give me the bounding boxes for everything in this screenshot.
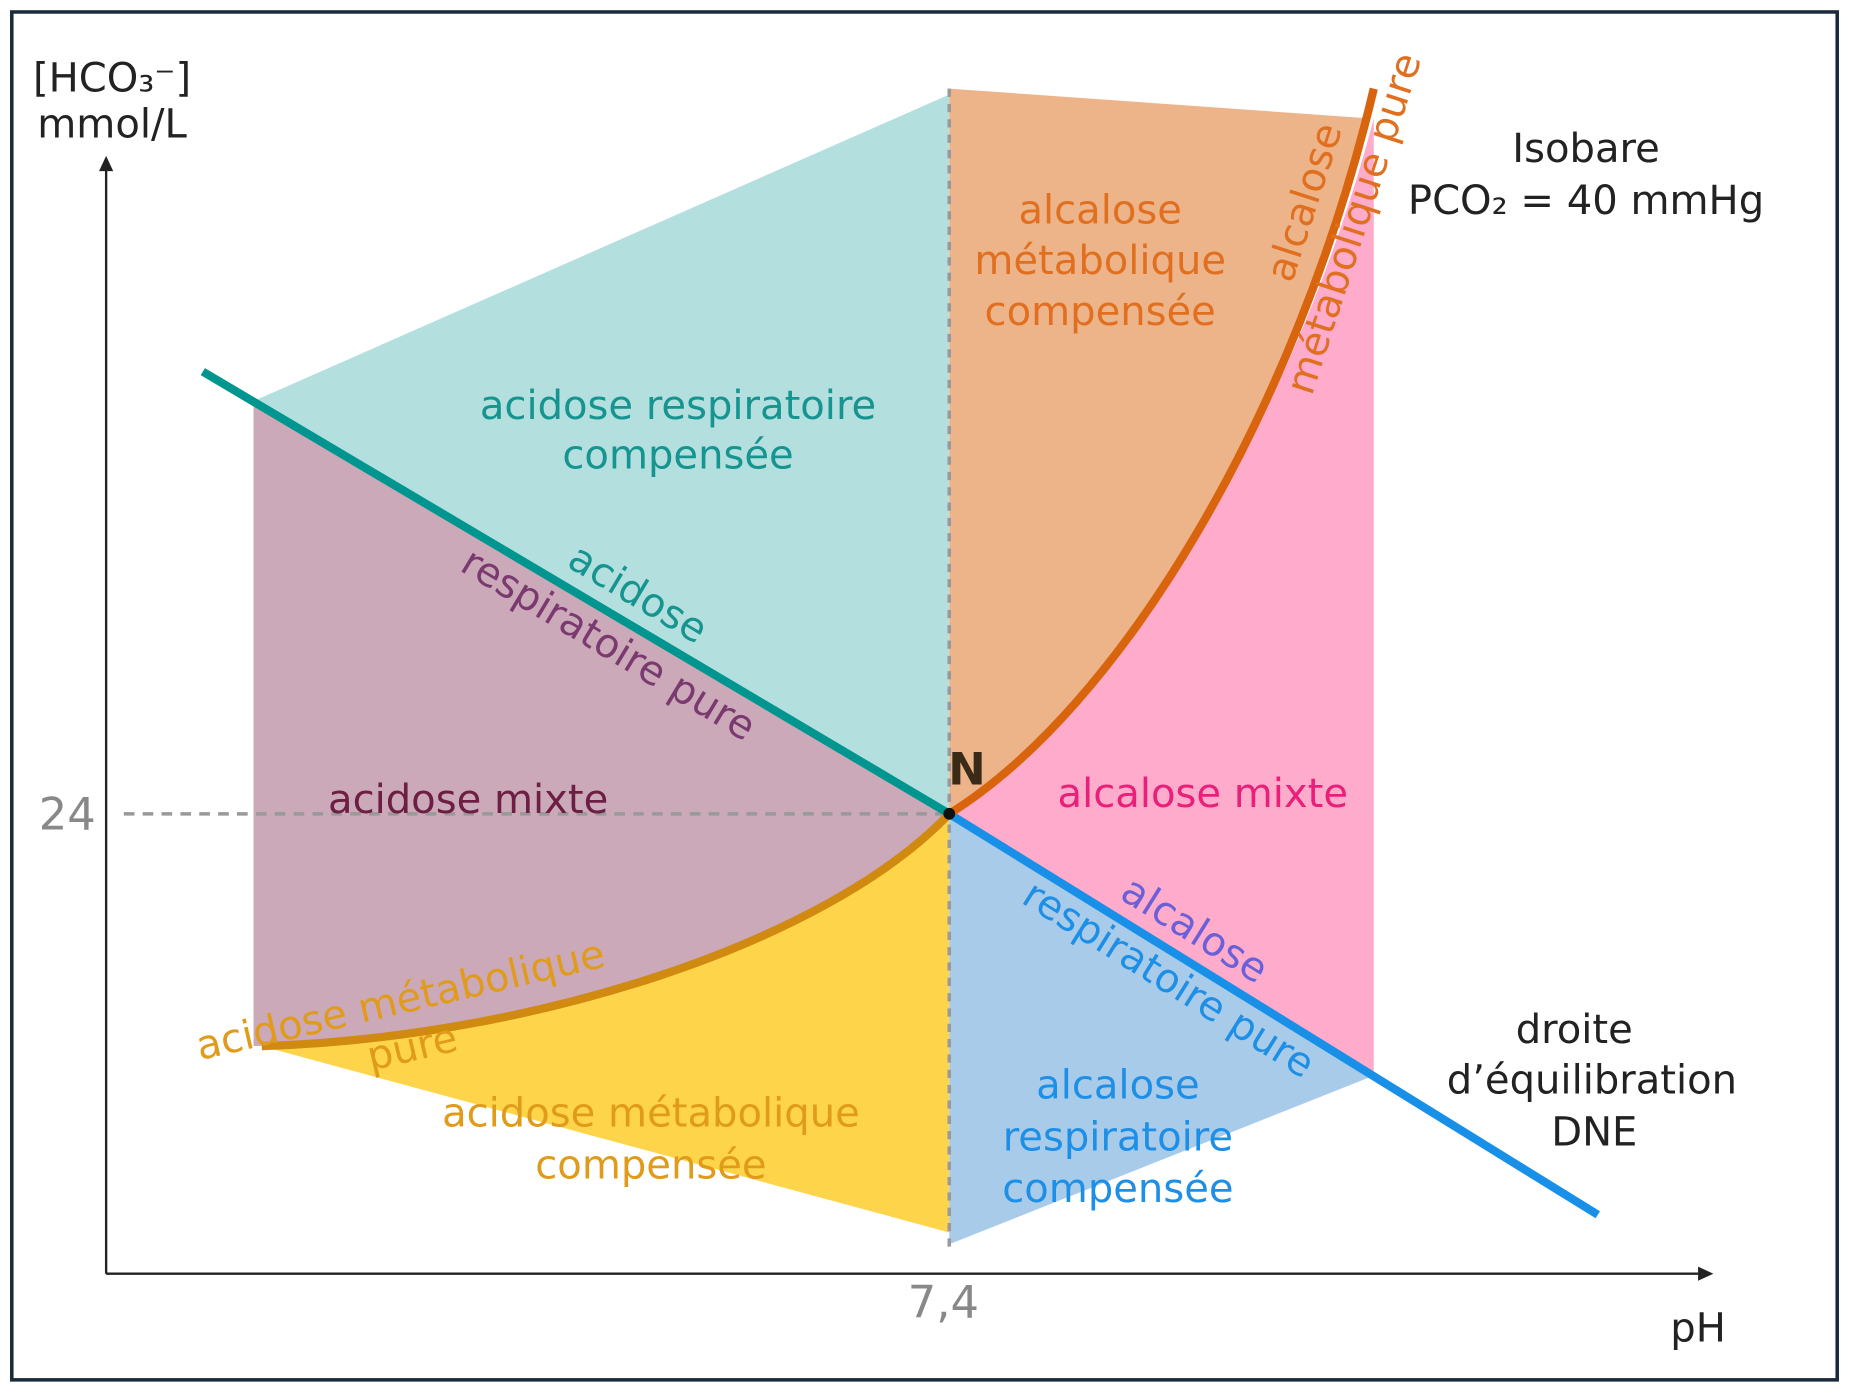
region-yellow: [261, 813, 950, 1233]
y-label: mmol/L: [37, 101, 187, 147]
region-label: compensée: [1002, 1166, 1233, 1212]
region-label: acidose respiratoire: [480, 383, 876, 429]
region-label: respiratoire: [1003, 1114, 1233, 1160]
point-n: [943, 807, 956, 820]
region-label: compensée: [985, 289, 1216, 335]
arrow: [99, 155, 114, 172]
region-orange: [949, 88, 1366, 814]
region-label: acidose métabolique: [442, 1091, 860, 1137]
point-label: N: [948, 743, 985, 796]
curve-gold: [261, 810, 953, 1051]
arrow: [1698, 1266, 1714, 1281]
region-blue: [949, 813, 1374, 1245]
x-label: pH: [1670, 1305, 1726, 1351]
region-label: compensée: [535, 1143, 766, 1189]
line-blue: [947, 810, 1600, 1219]
x-tick: 7,4: [908, 1276, 979, 1329]
y-tick: 24: [39, 787, 96, 840]
isobare: PCO₂ = 40 mmHg: [1408, 178, 1764, 224]
isobare: Isobare: [1512, 126, 1659, 172]
dne-label: d’équilibration: [1447, 1058, 1737, 1104]
region-label: compensée: [562, 433, 793, 479]
curve-orange: [947, 87, 1378, 818]
dne-label: droite: [1516, 1007, 1633, 1053]
y-label: [HCO₃⁻]: [33, 55, 191, 101]
region-purple: [253, 401, 950, 1047]
region-label: métabolique: [974, 238, 1226, 284]
line-teal: [200, 368, 952, 818]
region-teal: [253, 94, 950, 814]
region-label: acidose mixte: [328, 777, 608, 823]
region-label: alcalose mixte: [1058, 771, 1348, 817]
dne-label: DNE: [1551, 1110, 1637, 1156]
region-label: alcalose: [1018, 187, 1181, 233]
region-label: alcalose: [1036, 1062, 1199, 1108]
